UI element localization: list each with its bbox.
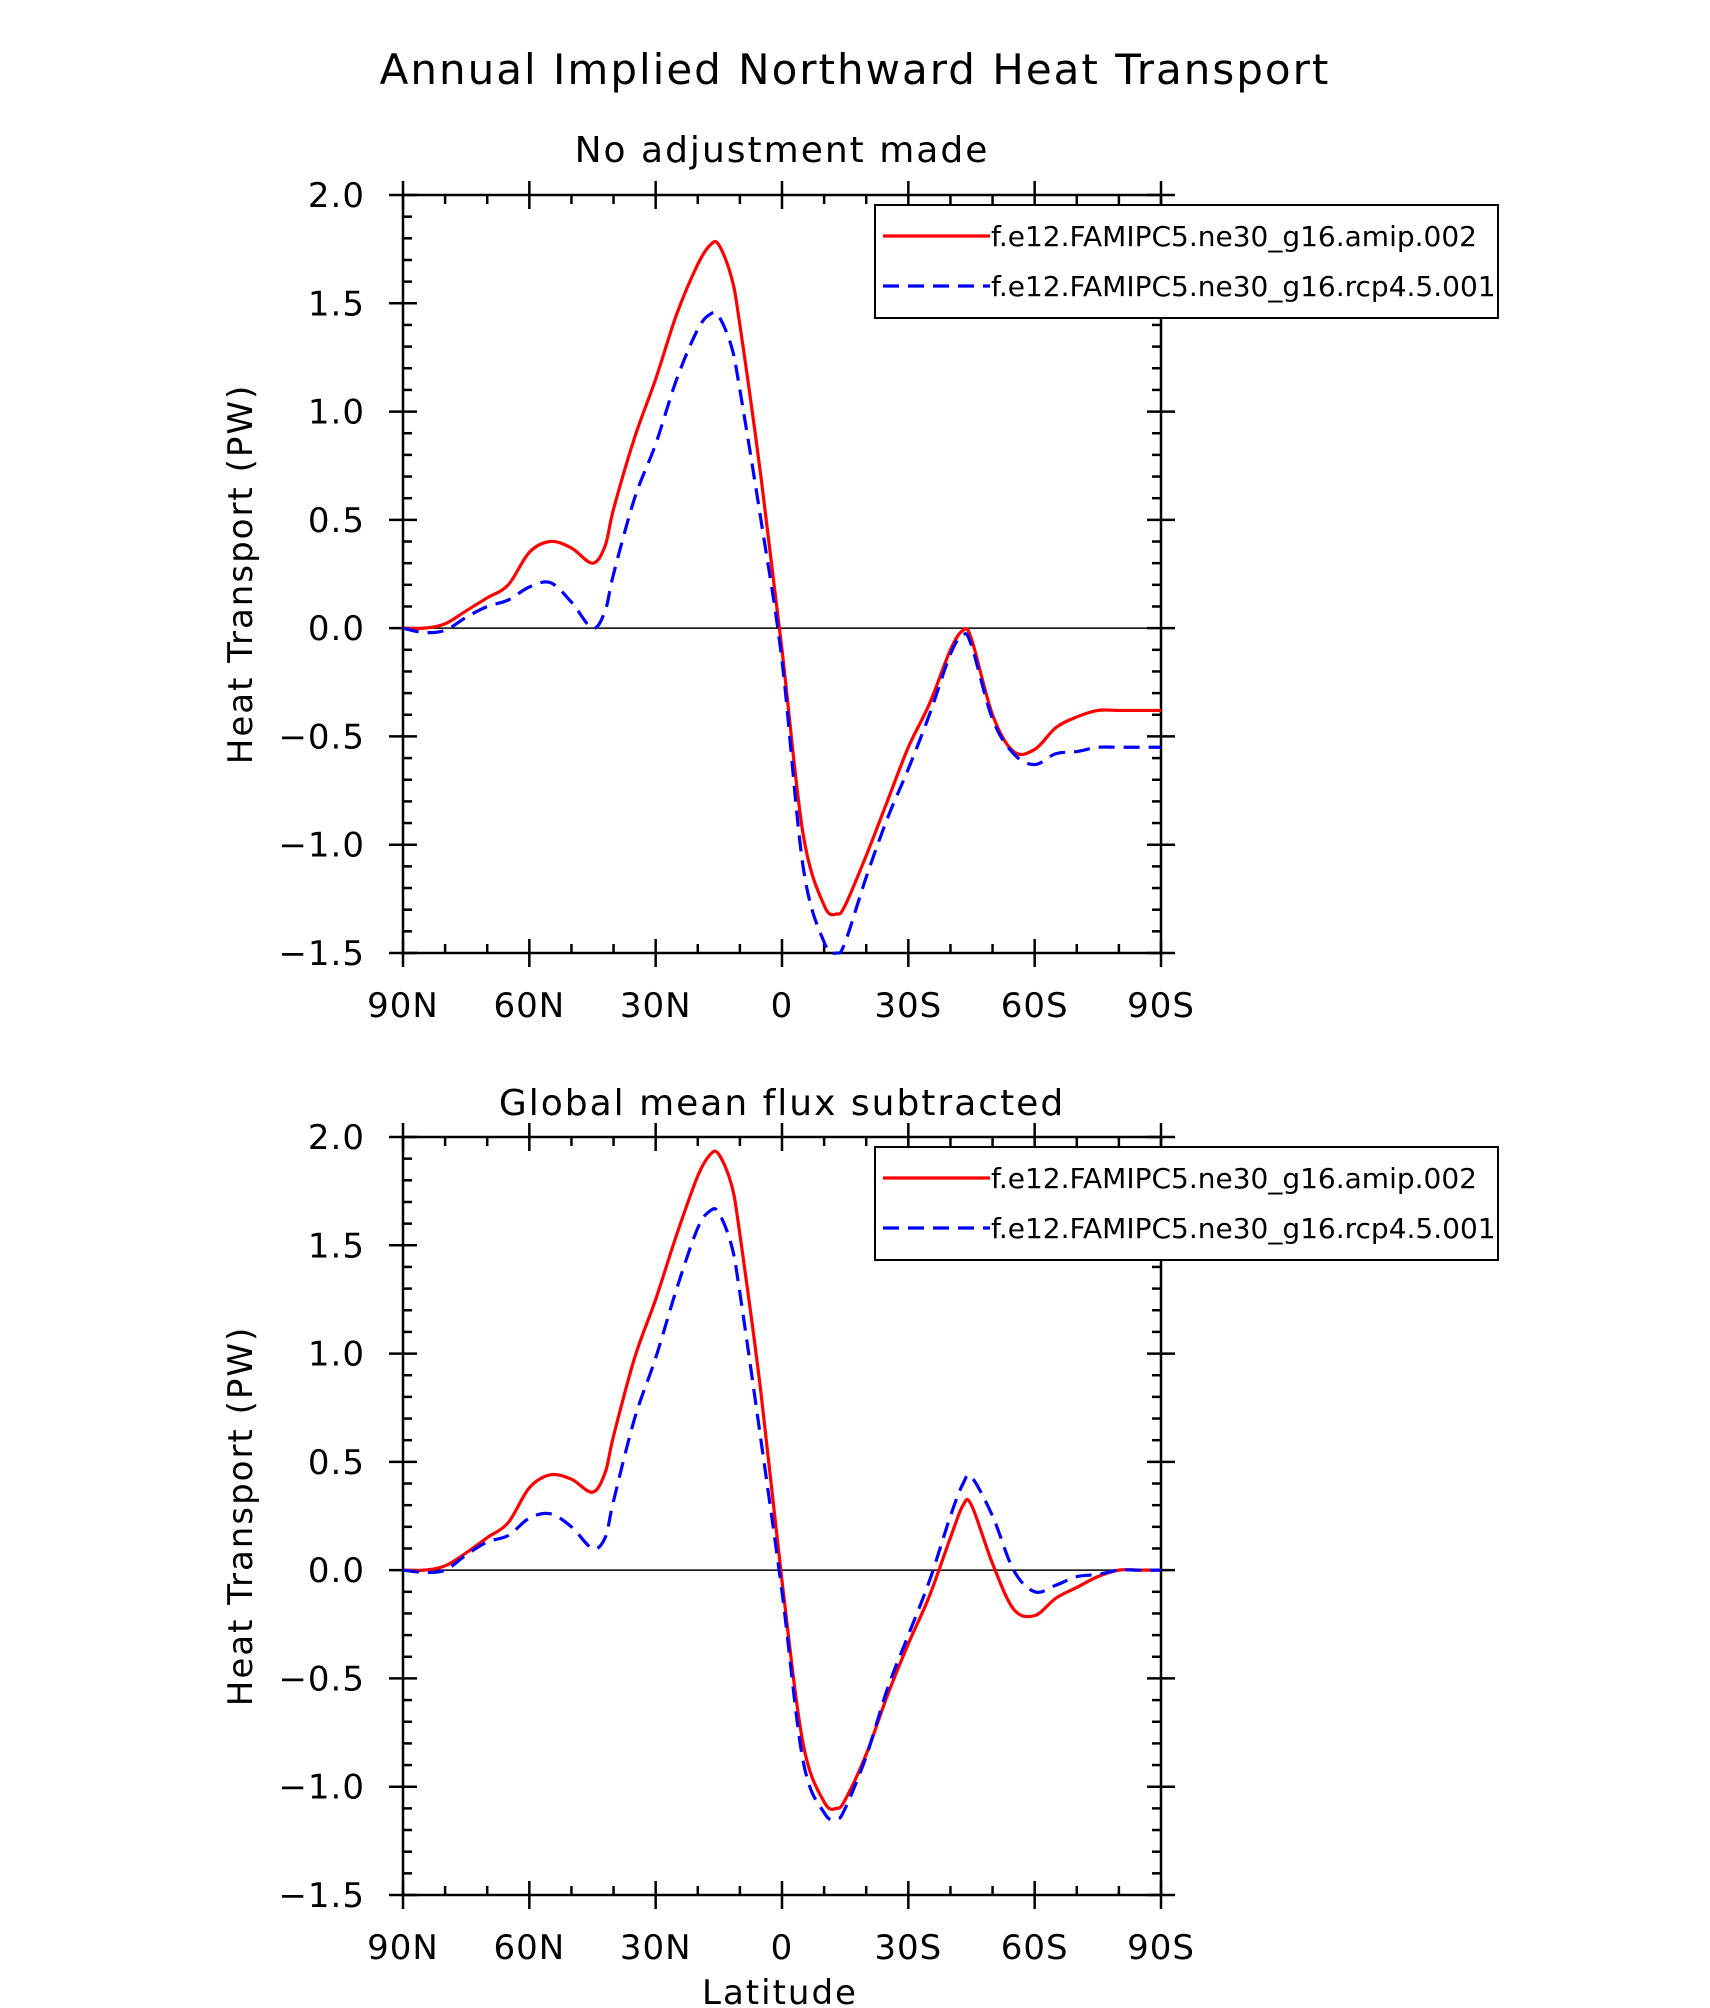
y-tick-label: 0.0 (308, 609, 365, 649)
y-tick-label: −1.5 (278, 934, 365, 974)
y-tick-label: −1.0 (278, 1768, 365, 1808)
x-tick-label: 60N (493, 986, 565, 1026)
y-tick-label: 1.0 (308, 393, 365, 433)
panel-title: No adjustment made (575, 130, 990, 171)
y-tick-label: 2.0 (308, 1118, 365, 1158)
x-tick-label: 30S (874, 1928, 942, 1968)
panel-bottom: Global mean flux subtracted 90N 60N 30N 0 30S… (221, 1083, 1499, 1968)
series-group (403, 1149, 1161, 1822)
x-tick-label: 90S (1127, 986, 1195, 1026)
x-tick-label: 60S (1001, 1928, 1069, 1968)
y-tick-label: 1.0 (308, 1335, 365, 1375)
x-tick-label: 30N (620, 1928, 692, 1968)
series-line (403, 1149, 1161, 1811)
series-line (403, 310, 1161, 955)
x-tick-label: 30N (620, 986, 692, 1026)
y-tick-label: −1.0 (278, 826, 365, 866)
y-tick-label: −1.5 (278, 1876, 365, 1916)
figure-title: Annual Implied Northward Heat Transport (380, 45, 1331, 94)
y-tick-label: 1.5 (308, 284, 365, 324)
legend-label: f.e12.FAMIPC5.ne30_g16.rcp4.5.001 (991, 270, 1496, 303)
legend: f.e12.FAMIPC5.ne30_g16.amip.002 f.e12.FAM… (874, 204, 1499, 319)
series-group (403, 239, 1161, 955)
y-tick-label: −0.5 (278, 717, 365, 757)
y-tick-label: −0.5 (278, 1659, 365, 1699)
y-axis-label: Heat Transport (PW) (221, 384, 261, 764)
x-tick-label: 90N (367, 986, 439, 1026)
legend: f.e12.FAMIPC5.ne30_g16.amip.002 f.e12.FAM… (874, 1146, 1499, 1261)
panel-title: Global mean flux subtracted (499, 1083, 1065, 1124)
x-tick-label: 0 (771, 986, 794, 1026)
x-tick-label: 60N (493, 1928, 565, 1968)
y-tick-label: 0.0 (308, 1551, 365, 1591)
legend-label: f.e12.FAMIPC5.ne30_g16.amip.002 (991, 1162, 1477, 1195)
x-tick-label: 60S (1001, 986, 1069, 1026)
x-tick-label: 0 (771, 1928, 794, 1968)
series-line (403, 1207, 1161, 1822)
legend-label: f.e12.FAMIPC5.ne30_g16.amip.002 (991, 220, 1477, 253)
y-tick-label: 0.5 (308, 1443, 365, 1483)
x-axis-label: Latitude (702, 1973, 858, 2008)
y-tick-label: 2.0 (308, 176, 365, 216)
panel-top: No adjustment made 90N 60N 30N 0 30S 60S 90S −1.… (221, 130, 1499, 1026)
legend-box (874, 1146, 1499, 1261)
x-tick-label: 30S (874, 986, 942, 1026)
y-axis-label: Heat Transport (PW) (221, 1326, 261, 1706)
y-tick-label: 1.5 (308, 1226, 365, 1266)
x-tick-label: 90S (1127, 1928, 1195, 1968)
x-tick-label: 90N (367, 1928, 439, 1968)
legend-box (874, 204, 1499, 319)
y-tick-label: 0.5 (308, 501, 365, 541)
legend-label: f.e12.FAMIPC5.ne30_g16.rcp4.5.001 (991, 1212, 1496, 1245)
